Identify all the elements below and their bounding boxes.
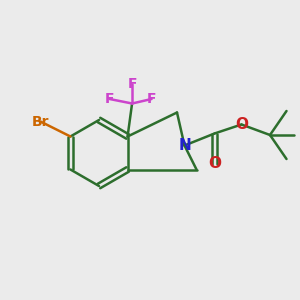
Text: N: N <box>178 138 191 153</box>
Text: Br: Br <box>32 115 49 128</box>
Text: O: O <box>208 156 221 171</box>
Text: F: F <box>105 92 114 106</box>
Text: O: O <box>235 117 248 132</box>
Text: F: F <box>127 77 137 91</box>
Text: F: F <box>147 92 156 106</box>
